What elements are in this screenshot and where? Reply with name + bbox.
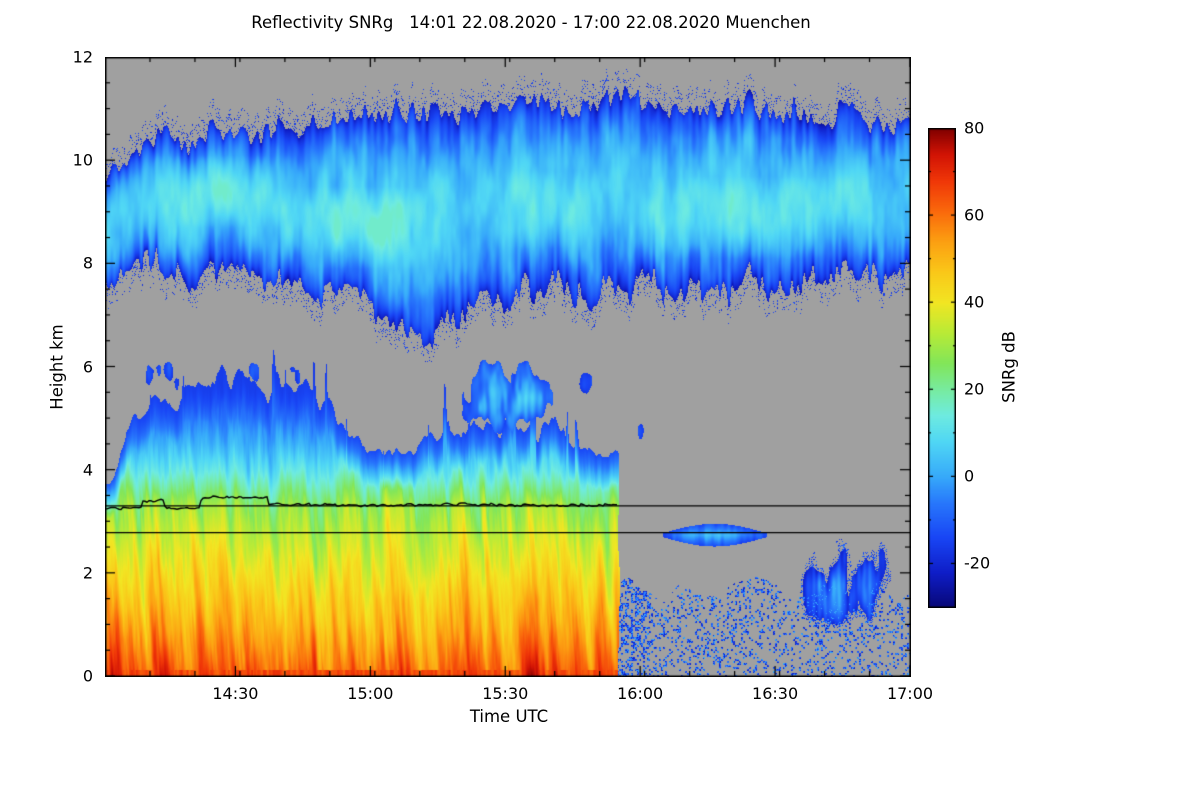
colorbar-canvas	[928, 128, 956, 608]
y-axis-title: Height km	[47, 324, 67, 410]
x-tick-label: 15:30	[482, 684, 529, 703]
heatmap-canvas	[105, 57, 911, 677]
chart-title: Reflectivity SNRg 14:01 22.08.2020 - 17:…	[251, 13, 811, 32]
y-tick-label: 0	[82, 666, 93, 686]
x-tick-label: 16:00	[617, 684, 664, 703]
colorbar-tick-label: -20	[964, 553, 991, 573]
colorbar-tick-label: 80	[964, 118, 985, 138]
colorbar-tick-label: 60	[964, 205, 985, 225]
y-tick-label: 8	[82, 253, 93, 273]
colorbar-title: SNRg dB	[999, 331, 1019, 403]
y-tick-label: 4	[82, 460, 93, 480]
x-tick-label: 15:00	[347, 684, 394, 703]
colorbar-tick-label: 40	[964, 292, 985, 312]
x-axis-title: Time UTC	[469, 707, 549, 726]
colorbar-tick-label: 20	[964, 379, 985, 399]
y-tick-label: 6	[82, 357, 93, 376]
x-tick-label: 17:00	[886, 684, 934, 703]
x-tick-label: 16:30	[752, 684, 799, 703]
y-tick-label: 12	[72, 47, 93, 67]
y-tick-label: 10	[72, 150, 93, 170]
colorbar-tick-label: 0	[964, 466, 975, 486]
x-tick-label: 14:30	[212, 684, 259, 703]
y-tick-label: 2	[82, 563, 93, 583]
